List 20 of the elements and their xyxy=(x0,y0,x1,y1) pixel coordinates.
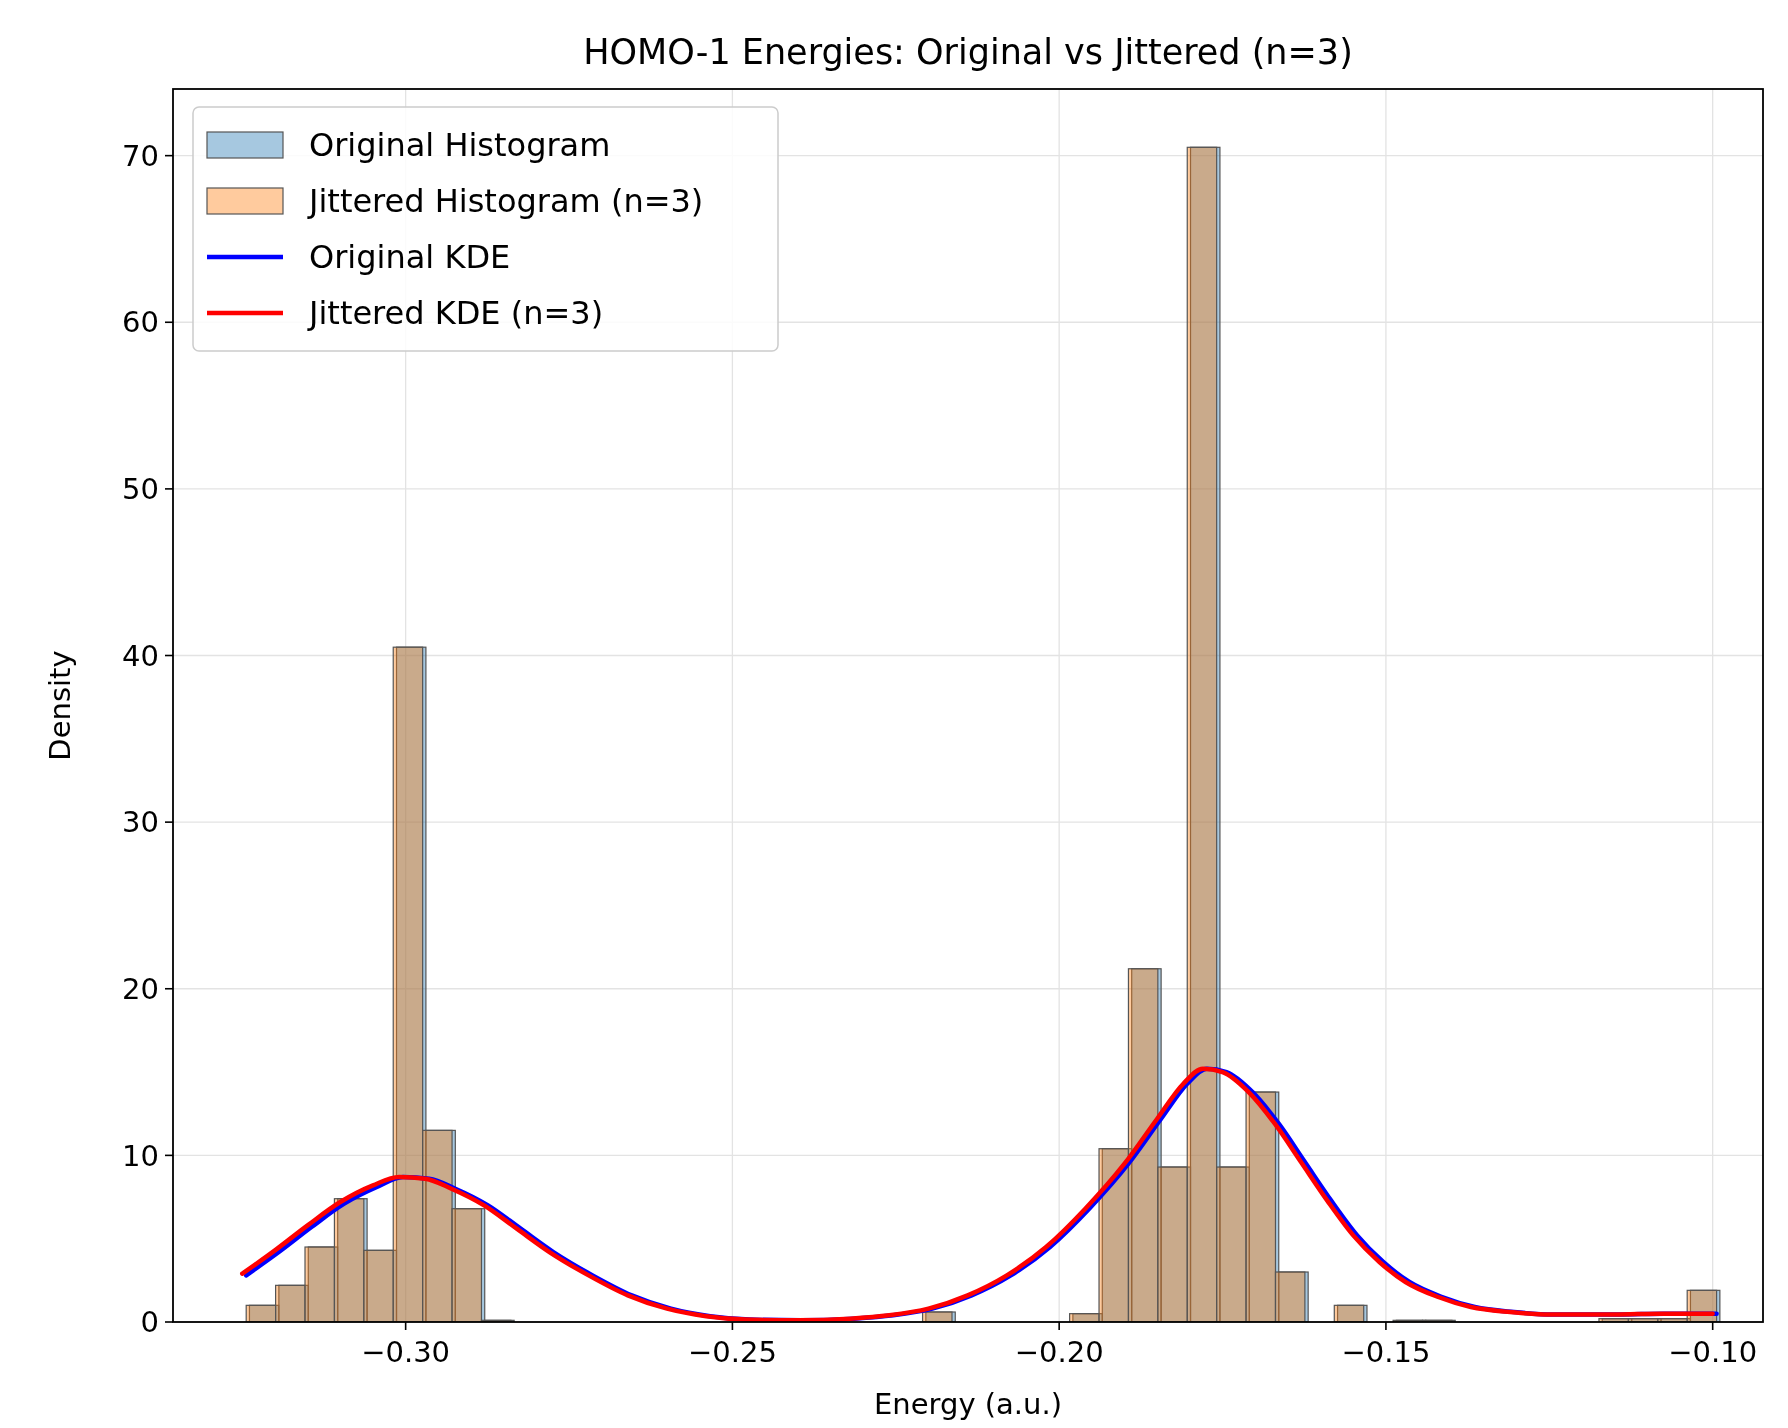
legend-label: Original Histogram xyxy=(309,126,611,165)
x-axis-title: Energy (a.u.) xyxy=(874,1387,1062,1421)
x-tick-label: −0.25 xyxy=(687,1335,777,1369)
x-tick-label: −0.10 xyxy=(1668,1335,1758,1369)
y-tick-label: 70 xyxy=(122,138,159,173)
x-tick-label: −0.30 xyxy=(361,1335,451,1369)
x-tick-label: −0.20 xyxy=(1014,1335,1104,1369)
y-tick-label: 30 xyxy=(122,805,159,840)
y-tick-label: 10 xyxy=(122,1138,159,1173)
y-tick-label: 60 xyxy=(122,305,159,340)
legend-label: Original KDE xyxy=(309,238,511,277)
y-tick-label: 20 xyxy=(122,971,159,1006)
legend-label: Jittered Histogram (n=3) xyxy=(307,182,704,221)
x-tick-label: −0.15 xyxy=(1341,1335,1431,1369)
y-tick-label: 40 xyxy=(122,638,159,673)
y-tick-label: 50 xyxy=(122,472,159,507)
legend-label: Jittered KDE (n=3) xyxy=(307,294,604,333)
y-axis-title: Density xyxy=(43,650,77,761)
chart-title: HOMO-1 Energies: Original vs Jittered (n=3) xyxy=(583,32,1353,72)
y-tick-label: 0 xyxy=(140,1305,159,1340)
